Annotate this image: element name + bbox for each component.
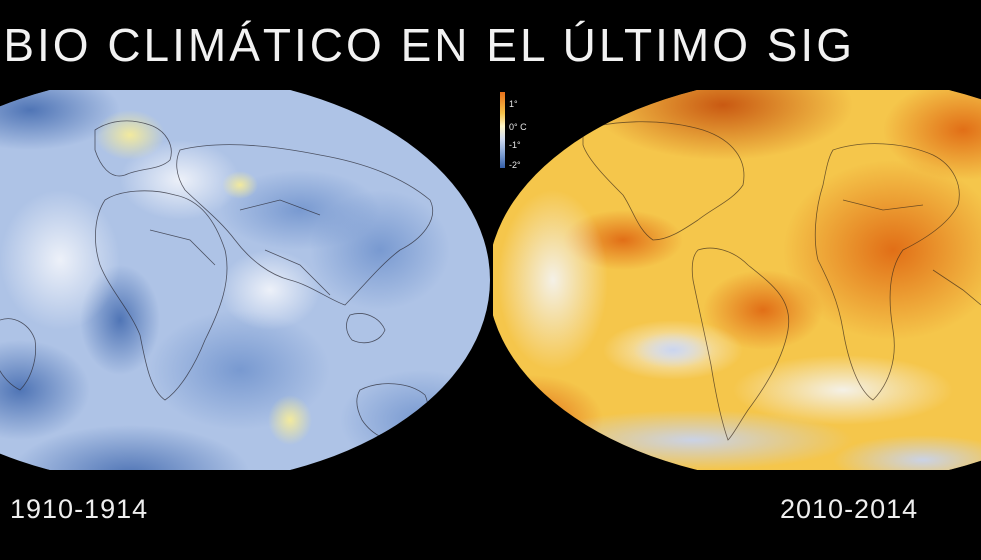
- temperature-map-1910-1914: [0, 90, 490, 470]
- map-1910-1914-graphic: [0, 90, 490, 470]
- period-label-left: 1910-1914: [10, 494, 149, 524]
- legend-tick-1: 1°: [509, 99, 518, 109]
- legend-tick-0: 0° C: [509, 122, 527, 132]
- legend-tick-minus-1: -1°: [509, 140, 521, 150]
- legend-tick-minus-2: -2°: [509, 160, 521, 170]
- temperature-legend: 1° 0° C -1° -2°: [497, 92, 547, 172]
- period-label-right: 2010-2014: [780, 494, 919, 524]
- legend-colorbar: [500, 92, 505, 168]
- temperature-map-2010-2014: [493, 90, 981, 470]
- page-title: MBIO CLIMÁTICO EN EL ÚLTIMO SIG: [0, 19, 855, 71]
- map-2010-2014-graphic: [493, 90, 981, 470]
